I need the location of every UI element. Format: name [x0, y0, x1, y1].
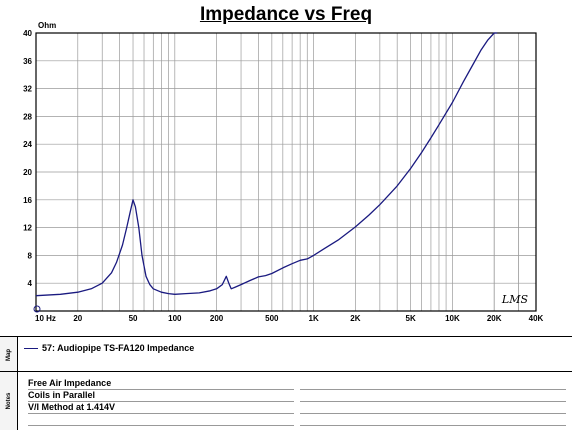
x-tick-label: 20: [73, 314, 82, 323]
grid: [36, 33, 536, 311]
impedance-chart: 4 8 12 16 20 24 28 32 36 40 Ohm 10 Hz 20 50 100 200 500 1…: [23, 21, 543, 323]
x-tick-label: 50: [129, 314, 138, 323]
y-tick-label: 36: [23, 57, 32, 66]
legend-panel: Map 57: Audiopipe TS-FA120 Impedance: [0, 336, 572, 372]
legend-side-label: Map: [0, 337, 18, 372]
lms-annotation: LMS: [501, 293, 529, 306]
y-tick-label: 32: [23, 85, 32, 94]
x-tick-label: 20K: [487, 314, 502, 323]
note-blank-4: [300, 414, 566, 426]
chart-title: Impedance vs Freq: [199, 4, 373, 25]
y-tick-label: 4: [28, 279, 33, 288]
start-marker: [33, 305, 41, 313]
legend-entry-label: 57: Audiopipe TS-FA120 Impedance: [42, 343, 195, 353]
axes: [35, 32, 537, 312]
y-tick-label: 40: [23, 29, 32, 38]
y-tick-label: 28: [23, 112, 32, 121]
x-tick-label: 10 Hz: [35, 314, 56, 323]
x-tick-label: 500: [265, 314, 279, 323]
x-tick-label: 200: [210, 314, 224, 323]
y-tick-label: 12: [23, 224, 32, 233]
note-blank-3: [300, 402, 566, 414]
note-blank-1: [300, 378, 566, 390]
x-tick-label: 100: [168, 314, 182, 323]
legend-entry: 57: Audiopipe TS-FA120 Impedance: [24, 343, 194, 353]
note-line-1: Free Air Impedance: [28, 378, 294, 390]
x-tick-label: 1K: [309, 314, 319, 323]
y-tick-label: 8: [28, 251, 33, 260]
y-tick-label: 20: [23, 168, 32, 177]
y-axis-label: Ohm: [38, 21, 56, 30]
x-tick-label: 5K: [406, 314, 416, 323]
x-tick-label: 40K: [529, 314, 544, 323]
y-tick-label: 24: [23, 140, 32, 149]
x-tick-label: 2K: [350, 314, 360, 323]
notes-side-label: Notes: [0, 372, 18, 430]
y-tick-label: 16: [23, 196, 32, 205]
note-line-3: V/I Method at 1.414V: [28, 402, 294, 414]
info-panels: Map 57: Audiopipe TS-FA120 Impedance Not…: [0, 336, 572, 430]
series-line: [35, 32, 498, 297]
note-line-4: [28, 414, 294, 426]
note-line-2: Coils in Parallel: [28, 390, 294, 402]
note-blank-2: [300, 390, 566, 402]
tick-labels: 4 8 12 16 20 24 28 32 36 40 Ohm 10 Hz 20 50 100 200 500 1…: [23, 21, 543, 323]
x-tick-label: 10K: [445, 314, 460, 323]
notes-panel: Notes Free Air Impedance Coils in Parall…: [0, 371, 572, 430]
series-layer: [33, 32, 498, 313]
plot-frame: [35, 32, 537, 312]
legend-swatch: [24, 347, 38, 349]
